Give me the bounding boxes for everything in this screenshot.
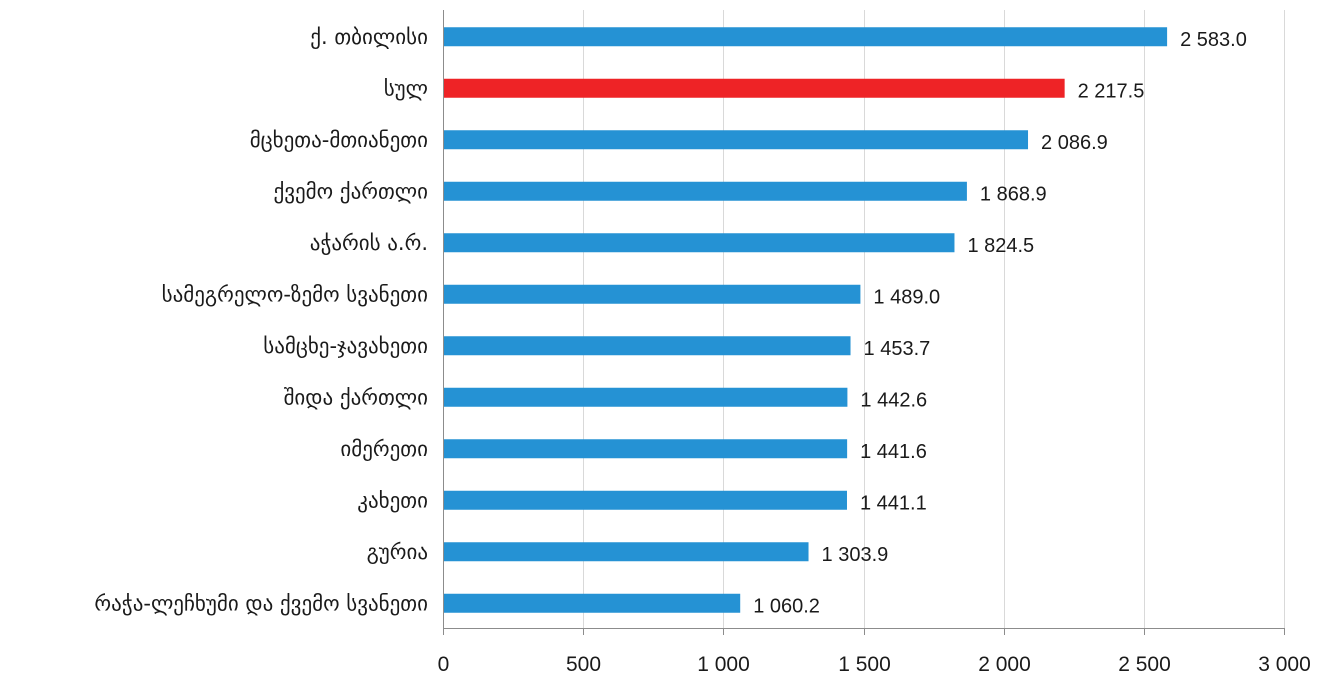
category-label: ქ. თბილისი	[310, 25, 428, 49]
data-label: 1 303.9	[822, 544, 889, 566]
data-label: 1 441.6	[860, 441, 927, 463]
category-label: ქვემო ქართლი	[273, 179, 428, 203]
bar	[444, 490, 847, 510]
x-tick-label: 500	[566, 653, 601, 676]
category-label: სამცხე-ჯავახეთი	[263, 334, 428, 358]
category-label: სულ	[384, 76, 428, 100]
category-label: რაჭა-ლეჩხუმი და ქვემო სვანეთი	[94, 591, 428, 615]
category-label: სამეგრელო-ზემო სვანეთი	[162, 282, 428, 306]
bar	[444, 181, 967, 201]
category-label: შიდა ქართლი	[284, 385, 428, 409]
category-label: აჭარის ა.რ.	[310, 231, 428, 255]
category-labels: ქ. თბილისი სულ მცხეთა-მთიანეთი ქვემო ქართლი…	[94, 25, 428, 616]
bar	[444, 27, 1168, 47]
bar	[444, 439, 848, 459]
category-label: გურია	[367, 540, 428, 564]
bar	[444, 78, 1065, 98]
data-label: 2 086.9	[1041, 132, 1108, 154]
x-axis-ticks: 0 500 1 000 1 500 2 000 2 500 3 000	[438, 628, 1311, 676]
bar	[444, 284, 861, 304]
bar	[444, 387, 848, 407]
category-label: კახეთი	[357, 488, 428, 512]
x-tick-label: 2 500	[1118, 653, 1171, 676]
data-label: 2 583.0	[1180, 29, 1247, 51]
value-labels: 2 583.0 2 217.5 2 086.9 1 868.9 1 824.5 1 489…	[753, 29, 1247, 618]
data-label: 2 217.5	[1078, 80, 1145, 102]
x-tick-label: 1 000	[697, 653, 750, 676]
gridlines	[443, 10, 1285, 635]
bar	[444, 593, 741, 613]
bar	[444, 130, 1029, 150]
category-label: მცხეთა-მთიანეთი	[250, 128, 428, 152]
data-label: 1 441.1	[860, 492, 927, 514]
data-label: 1 824.5	[967, 235, 1034, 257]
bars	[444, 27, 1168, 613]
data-label: 1 489.0	[873, 286, 940, 308]
data-label: 1 868.9	[980, 183, 1047, 205]
data-label: 1 442.6	[860, 389, 927, 411]
x-tick-label: 0	[438, 653, 450, 676]
x-tick-label: 3 000	[1258, 653, 1311, 676]
bar	[444, 336, 851, 356]
data-label: 1 453.7	[864, 338, 931, 360]
bar	[444, 233, 955, 253]
x-tick-label: 1 500	[838, 653, 891, 676]
category-label: იმერეთი	[340, 437, 428, 461]
data-label: 1 060.2	[753, 595, 820, 617]
bar	[444, 542, 809, 562]
x-tick-label: 2 000	[978, 653, 1031, 676]
